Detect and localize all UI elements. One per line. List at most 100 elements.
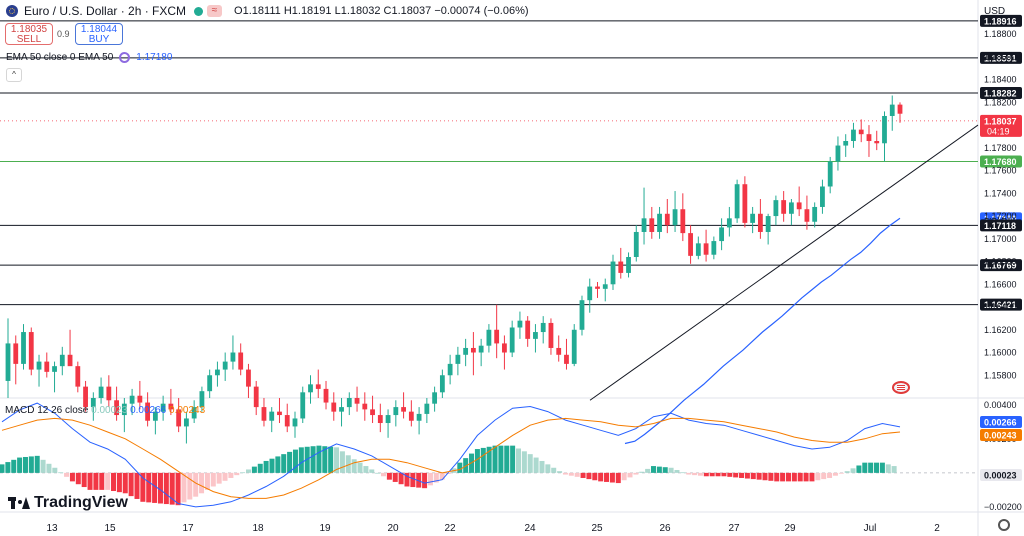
candle-body xyxy=(897,104,903,114)
macd-hist-bar xyxy=(609,472,615,483)
candle-body xyxy=(439,375,445,393)
macd-hist-bar xyxy=(40,459,46,473)
macd-hist-bar xyxy=(568,472,574,476)
candle-body xyxy=(812,206,818,222)
macd-hist-bar xyxy=(645,468,651,473)
candle-body xyxy=(781,200,787,214)
macd-hist-bar xyxy=(363,466,369,473)
symbol-title[interactable]: Euro / U.S. Dollar · 2h · FXCM xyxy=(24,4,187,18)
candle-body xyxy=(393,407,399,416)
macd-hist-bar xyxy=(862,462,868,473)
macd-hist-bar xyxy=(604,472,610,482)
time-tick-label: 19 xyxy=(319,523,331,534)
macd-hist-bar xyxy=(392,472,398,482)
candle-body xyxy=(610,261,616,285)
candle-body xyxy=(121,403,127,416)
candle-body xyxy=(796,202,802,210)
macd-badge-label: 0.00266 xyxy=(984,418,1017,428)
macd-hist-bar xyxy=(627,472,633,478)
macd-hist-bar xyxy=(292,449,298,473)
candle-body xyxy=(486,329,492,346)
macd-hist-bar xyxy=(809,472,815,482)
macd-badge-label: 0.00023 xyxy=(984,471,1017,481)
economic-event-icon[interactable] xyxy=(892,381,910,394)
macd-hist-bar xyxy=(492,445,498,473)
time-tick-label: Jul xyxy=(864,523,877,534)
candle-body xyxy=(657,213,662,232)
macd-hist-bar xyxy=(93,472,99,490)
price-tick-label: 1.18800 xyxy=(984,29,1017,39)
price-axis: 1.18916 1.18591 1.18282 1.17680 1.171801.171… xyxy=(980,14,1022,512)
candle-body xyxy=(874,141,880,144)
macd-hist-bar xyxy=(28,456,34,473)
macd-hist-bar xyxy=(733,472,739,478)
price-tick-label: 1.16800 xyxy=(984,257,1017,267)
candle-body xyxy=(160,403,166,412)
macd-hist-bar xyxy=(510,445,516,473)
macd-hist-bar xyxy=(58,472,64,474)
candle-body xyxy=(711,241,717,255)
macd-hist-bar xyxy=(128,472,134,497)
macd-hist-bar xyxy=(727,472,733,477)
time-tick-label: 24 xyxy=(524,523,536,534)
macd-hist-bar xyxy=(105,472,111,490)
macd-hist-bar xyxy=(721,472,727,477)
candle-body xyxy=(804,209,810,222)
macd-legend[interactable]: MACD 12 26 close 0.00023 0.00266 0.00243 xyxy=(5,405,205,416)
macd-hist-bar xyxy=(739,472,745,478)
sell-button[interactable]: 1.18035 SELL xyxy=(5,23,53,45)
current-price-label: 1.18037 xyxy=(984,116,1017,126)
candle-body xyxy=(36,361,42,370)
macd-hist-bar xyxy=(163,472,169,505)
candle-body xyxy=(59,354,65,367)
macd-hist-bar xyxy=(369,469,375,473)
candle-body xyxy=(517,320,523,328)
macd-hist-bar xyxy=(216,472,222,484)
macd-hist-bar xyxy=(152,472,158,503)
candle-body xyxy=(835,145,841,162)
level-badge-label: 1.16769 xyxy=(984,261,1017,271)
candle-body xyxy=(851,129,856,142)
macd-hist-bar xyxy=(199,472,205,494)
macd-hist-bar xyxy=(22,456,28,473)
buy-button[interactable]: 1.18044 BUY xyxy=(75,23,123,45)
candle-body xyxy=(292,418,298,427)
macd-signal-value: 0.00243 xyxy=(169,405,206,416)
candle-body xyxy=(641,218,647,232)
candle-body xyxy=(502,343,507,353)
macd-hist-bar xyxy=(557,471,563,473)
macd-signal-line xyxy=(1,417,901,499)
candle-body xyxy=(548,322,554,348)
macd-hist-bar xyxy=(87,472,93,490)
candle-body xyxy=(44,361,50,372)
chart-header: Euro / U.S. Dollar · 2h · FXCM ≈ O1.1811… xyxy=(0,0,529,22)
indicator-settings-icon[interactable] xyxy=(119,52,131,63)
macd-hist-bar xyxy=(146,472,152,503)
candles-layer xyxy=(5,95,903,444)
candle-body xyxy=(331,402,337,412)
tradingview-logo[interactable]: TradingView xyxy=(8,494,128,512)
candle-body xyxy=(664,213,670,226)
currency-label[interactable]: USD xyxy=(984,6,1006,17)
ema-legend[interactable]: EMA 50 close 0 EMA 50 1.17180 xyxy=(6,52,172,63)
status-badge[interactable]: ≈ xyxy=(207,5,223,17)
macd-hist-bar xyxy=(592,472,598,481)
candle-body xyxy=(137,395,143,403)
gear-icon[interactable] xyxy=(998,519,1010,531)
candle-body xyxy=(199,391,205,408)
candle-body xyxy=(695,243,701,256)
candle-body xyxy=(408,411,414,421)
candle-body xyxy=(13,343,19,364)
collapse-legend-button[interactable]: ^ xyxy=(6,68,22,82)
candle-body xyxy=(820,186,825,207)
macd-hist-bar xyxy=(586,472,592,480)
macd-hist-bar xyxy=(545,464,551,473)
macd-hist-bar xyxy=(416,472,422,488)
level-badge-label: 1.16421 xyxy=(984,300,1017,310)
level-badge xyxy=(980,87,1022,100)
macd-hist-bar xyxy=(52,467,58,473)
candle-body xyxy=(478,345,484,353)
ema50-line xyxy=(624,217,901,445)
macd-hist-bar xyxy=(157,472,163,504)
